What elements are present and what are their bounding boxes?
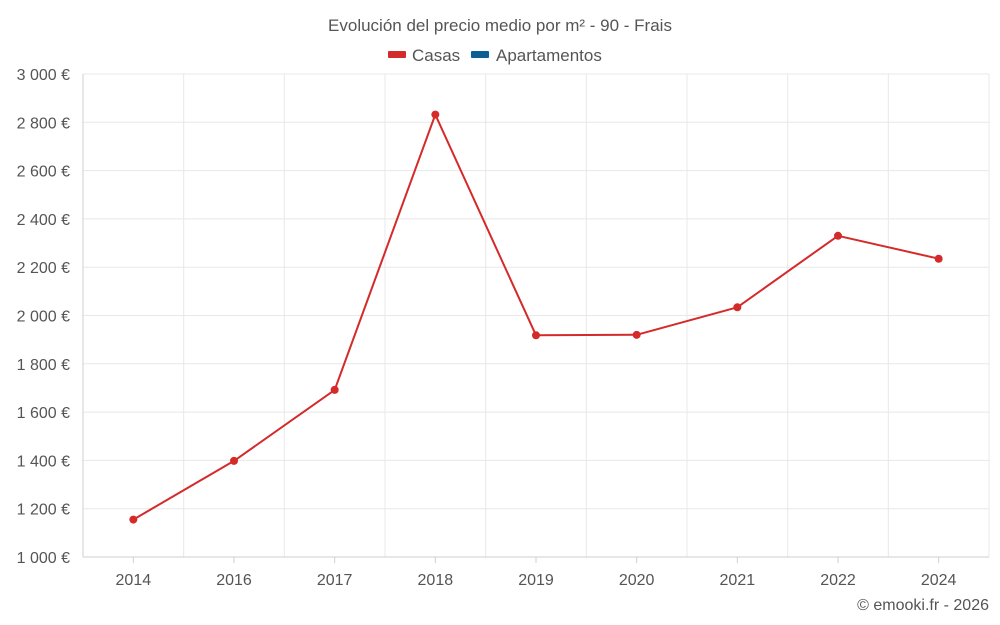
y-tick-label: 1 200 € [17,502,70,519]
data-point-casas[interactable] [330,385,339,394]
legend-item-casas[interactable]: Casas [388,46,460,65]
data-point-casas[interactable] [834,231,842,240]
x-tick-label: 2020 [619,572,655,589]
chart-title: Evolución del precio medio por m² - 90 -… [328,16,672,35]
y-tick-label: 2 600 € [17,164,70,181]
data-point-casas[interactable] [431,110,440,119]
grid [82,73,990,557]
data-point-casas[interactable] [230,456,238,465]
y-tick-label: 1 400 € [17,453,70,470]
y-tick-label: 1 600 € [17,405,70,422]
legend-swatch-apartamentos [471,51,489,58]
data-point-casas[interactable] [934,254,943,263]
x-tick-label: 2017 [317,572,353,589]
data-point-casas[interactable] [129,515,138,524]
y-tick-label: 3 000 € [17,67,70,84]
x-tick-label: 2019 [518,572,554,589]
x-tick-label: 2018 [418,572,454,589]
data-point-casas[interactable] [632,330,641,339]
x-tick-label: 2022 [820,572,856,589]
x-tick-label: 2024 [921,572,957,589]
credit-text: © emooki.fr - 2026 [857,597,989,614]
y-tick-label: 1 800 € [17,357,70,374]
legend-label-apartamentos: Apartamentos [496,46,602,65]
legend-swatch-casas [388,51,406,58]
series [129,110,943,524]
y-tick-label: 2 800 € [17,115,70,132]
y-tick-label: 2 400 € [17,212,70,229]
y-tick-label: 2 200 € [17,260,70,277]
x-tick-label: 2021 [720,572,756,589]
x-axis-ticks: 2014 2016 2017 2018 2019 2020 2021 2022 2024 [116,557,957,589]
y-tick-label: 2 000 € [17,309,70,326]
legend-label-casas: Casas [412,46,460,65]
legend-item-apartamentos[interactable]: Apartamentos [471,46,602,65]
y-axis-ticks: 1 000 € 1 200 € 1 400 € 1 600 € 1 800 € 2 000… [17,67,70,567]
data-point-casas[interactable] [532,331,540,340]
legend: Casas Apartamentos [388,46,602,65]
x-tick-label: 2014 [116,572,152,589]
data-point-casas[interactable] [733,303,742,312]
x-tick-label: 2016 [216,572,252,589]
series-line-casas [132,113,939,521]
y-tick-label: 1 000 € [17,550,70,567]
